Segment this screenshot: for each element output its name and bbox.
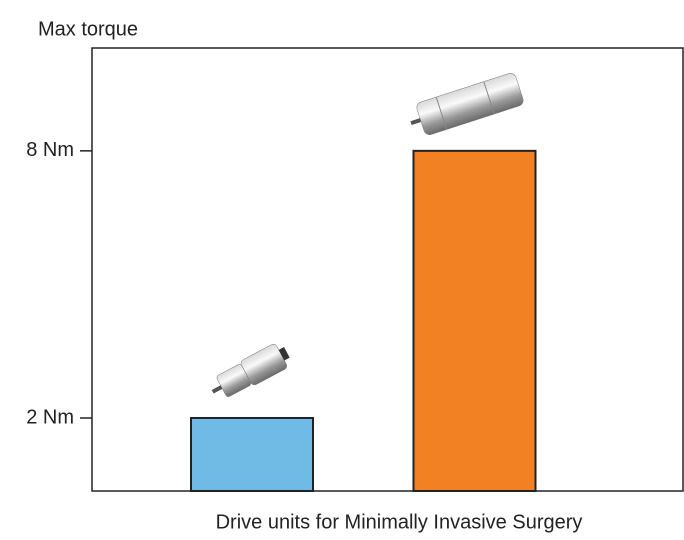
motor-icon-small — [206, 340, 293, 404]
y-axis-label: Max torque — [38, 18, 138, 40]
x-axis-label: Drive units for Minimally Invasive Surge… — [216, 511, 583, 533]
bar — [191, 418, 313, 491]
y-tick-label: 2 Nm — [26, 406, 74, 428]
bar — [414, 151, 536, 491]
motor-icon-large — [406, 72, 525, 140]
y-tick-label: 8 Nm — [26, 139, 74, 161]
chart: Max torque Drive units for Minimally Inv… — [0, 0, 684, 540]
plot-frame — [92, 48, 683, 491]
